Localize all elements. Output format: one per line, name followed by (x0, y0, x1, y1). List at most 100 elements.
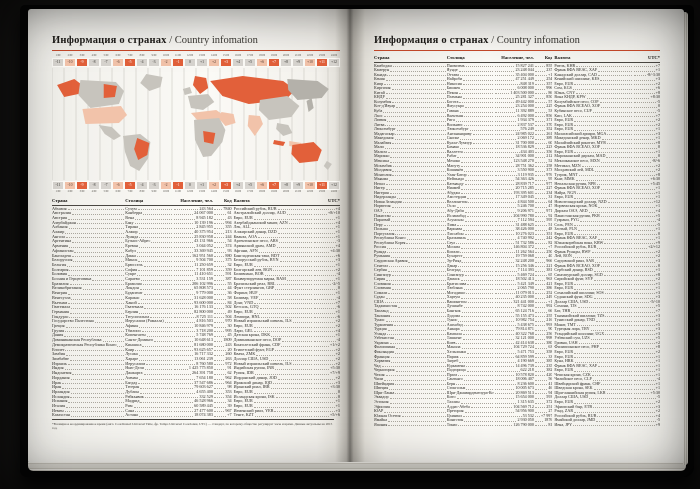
table-row: Ирландия Дублин 4 655 400 353 Евро, EUR 0 (52, 390, 340, 395)
cell-phone-code: 382 (534, 368, 552, 373)
cell-capital: Ниамей (447, 186, 494, 191)
dotted-leader (461, 186, 493, 190)
table-row: Алжир Алжир 40 375 954 213 Алжирский динар, … (52, 230, 340, 235)
dotted-leader (143, 291, 172, 295)
cell-currency: Сомалийский шиллинг, SOS (552, 291, 633, 296)
cell-population: 18 074 383 (173, 413, 213, 418)
cell-utc: +1 (633, 68, 660, 73)
dotted-leader (390, 405, 446, 409)
cell-population: 332 529 (173, 395, 213, 400)
cell-utc: +1 (633, 186, 660, 191)
dotted-leader (273, 381, 312, 385)
dotted-leader (590, 327, 632, 331)
cell-phone-code: 971 (534, 209, 552, 214)
timezone-offset-cell: -7 (100, 181, 112, 190)
cell-phone-code: 967 (213, 409, 232, 414)
dotted-leader (468, 200, 493, 204)
cell-country: Колумбия (374, 100, 447, 105)
dotted-leader (143, 211, 172, 215)
dotted-leader (534, 277, 546, 281)
page-title-ru: Информация о странах (52, 35, 167, 46)
cell-utc: +1/+2 (313, 343, 340, 348)
dotted-leader (494, 168, 517, 172)
dotted-leader (72, 371, 125, 375)
dotted-leader (633, 300, 649, 304)
dotted-leader (588, 209, 632, 213)
table-row: Саудовская Аравия Эр-Рияд 32 248 200 966 Сау… (374, 259, 660, 264)
dotted-leader (574, 118, 632, 122)
cell-utc: +8 (633, 273, 660, 278)
timezone-time-label: 19:00 (270, 54, 278, 57)
cell-phone-code: 389 (534, 136, 552, 141)
dotted-leader (139, 286, 172, 291)
cell-capital: Анкара (447, 327, 494, 332)
dotted-leader (456, 204, 493, 208)
dotted-leader (213, 216, 227, 220)
cell-phone-code: 66 (534, 309, 552, 314)
timezone-offset-cell: -10 (64, 58, 76, 67)
dotted-leader (141, 329, 172, 333)
dotted-leader (385, 186, 446, 190)
cell-population: 23 248 044 (494, 68, 534, 73)
cell-capital: Каракас (125, 296, 172, 301)
dotted-leader (459, 359, 493, 363)
dotted-leader (213, 348, 227, 352)
dotted-leader (313, 409, 335, 413)
cell-population: 37 547 686 (173, 381, 213, 386)
dotted-leader (589, 300, 632, 304)
cell-utc: +9 (633, 423, 660, 428)
cell-population: 18 006 407 (494, 377, 534, 382)
cell-population: 3 119 935 (494, 173, 534, 178)
timezone-offset-cell: +7 (268, 58, 280, 67)
cell-population: 33 369 945 (173, 249, 213, 254)
cell-phone-code: 227 (534, 186, 552, 191)
cell-currency: Саудовский риял, SAR (552, 259, 633, 264)
dotted-leader (494, 323, 517, 327)
cell-phone-code: 47 (534, 204, 552, 209)
dotted-leader (633, 145, 657, 149)
cell-phone-code: 421 (534, 282, 552, 287)
timezone-offset-cell: +8 (280, 58, 292, 67)
dotted-leader (390, 159, 446, 163)
dotted-leader (578, 341, 632, 345)
cell-capital: Оттава (447, 73, 494, 78)
cell-currency: Узбекский сум, UZS (552, 336, 633, 341)
cell-phone-code: 996 (534, 86, 552, 91)
cell-capital: Вашингтон (447, 300, 494, 305)
table-row: Украина Киев 42 414 638 380 Гривна, UAH +2 (374, 341, 660, 346)
cell-country: Саудовская Аравия (374, 259, 447, 264)
dotted-leader (173, 296, 194, 300)
dotted-leader (494, 332, 515, 336)
table-body: Камбоджа Пномпень 15 827 241 855 Риель, KHR +… (374, 64, 660, 428)
cell-capital: Претория (447, 409, 494, 414)
cell-phone-code: 7840 (213, 207, 232, 212)
cell-capital: Улан-Батор (447, 173, 494, 178)
dotted-leader (597, 73, 632, 77)
header-utc: UTC* (633, 55, 660, 62)
cell-population: 28 751 362 (494, 164, 534, 169)
dotted-leader (604, 291, 632, 295)
cell-utc: +8 (633, 345, 660, 350)
timezone-offset-cell: +12 (328, 181, 340, 190)
dotted-leader (138, 268, 172, 272)
dotted-leader (173, 357, 194, 361)
cell-utc: +1 (633, 268, 660, 273)
cell-phone-code: 44 (213, 286, 232, 291)
dotted-leader (534, 364, 546, 368)
cell-currency: Индийская рупия, INR (232, 366, 313, 371)
cell-currency: Евро, EUR (552, 286, 633, 291)
cell-population: 31 628 000 (173, 296, 213, 301)
table-row: Мальта Валлетта 434 403 356 Евро, EUR +1 (374, 150, 660, 155)
dotted-leader (460, 327, 493, 331)
cell-country: Малайзия (374, 141, 447, 146)
dotted-leader (313, 329, 335, 333)
dotted-leader (387, 118, 446, 122)
cell-country: Таджикистан (374, 304, 447, 309)
dotted-leader (461, 159, 493, 163)
cell-country: Венесуэла (52, 296, 125, 301)
cell-country: Болгария (52, 268, 125, 273)
cell-currency: Иорданский динар, JOD (232, 376, 313, 381)
cell-utc: -5/-10 (633, 300, 660, 305)
cell-currency: Евро, EUR (232, 324, 313, 329)
dotted-leader (633, 141, 655, 145)
